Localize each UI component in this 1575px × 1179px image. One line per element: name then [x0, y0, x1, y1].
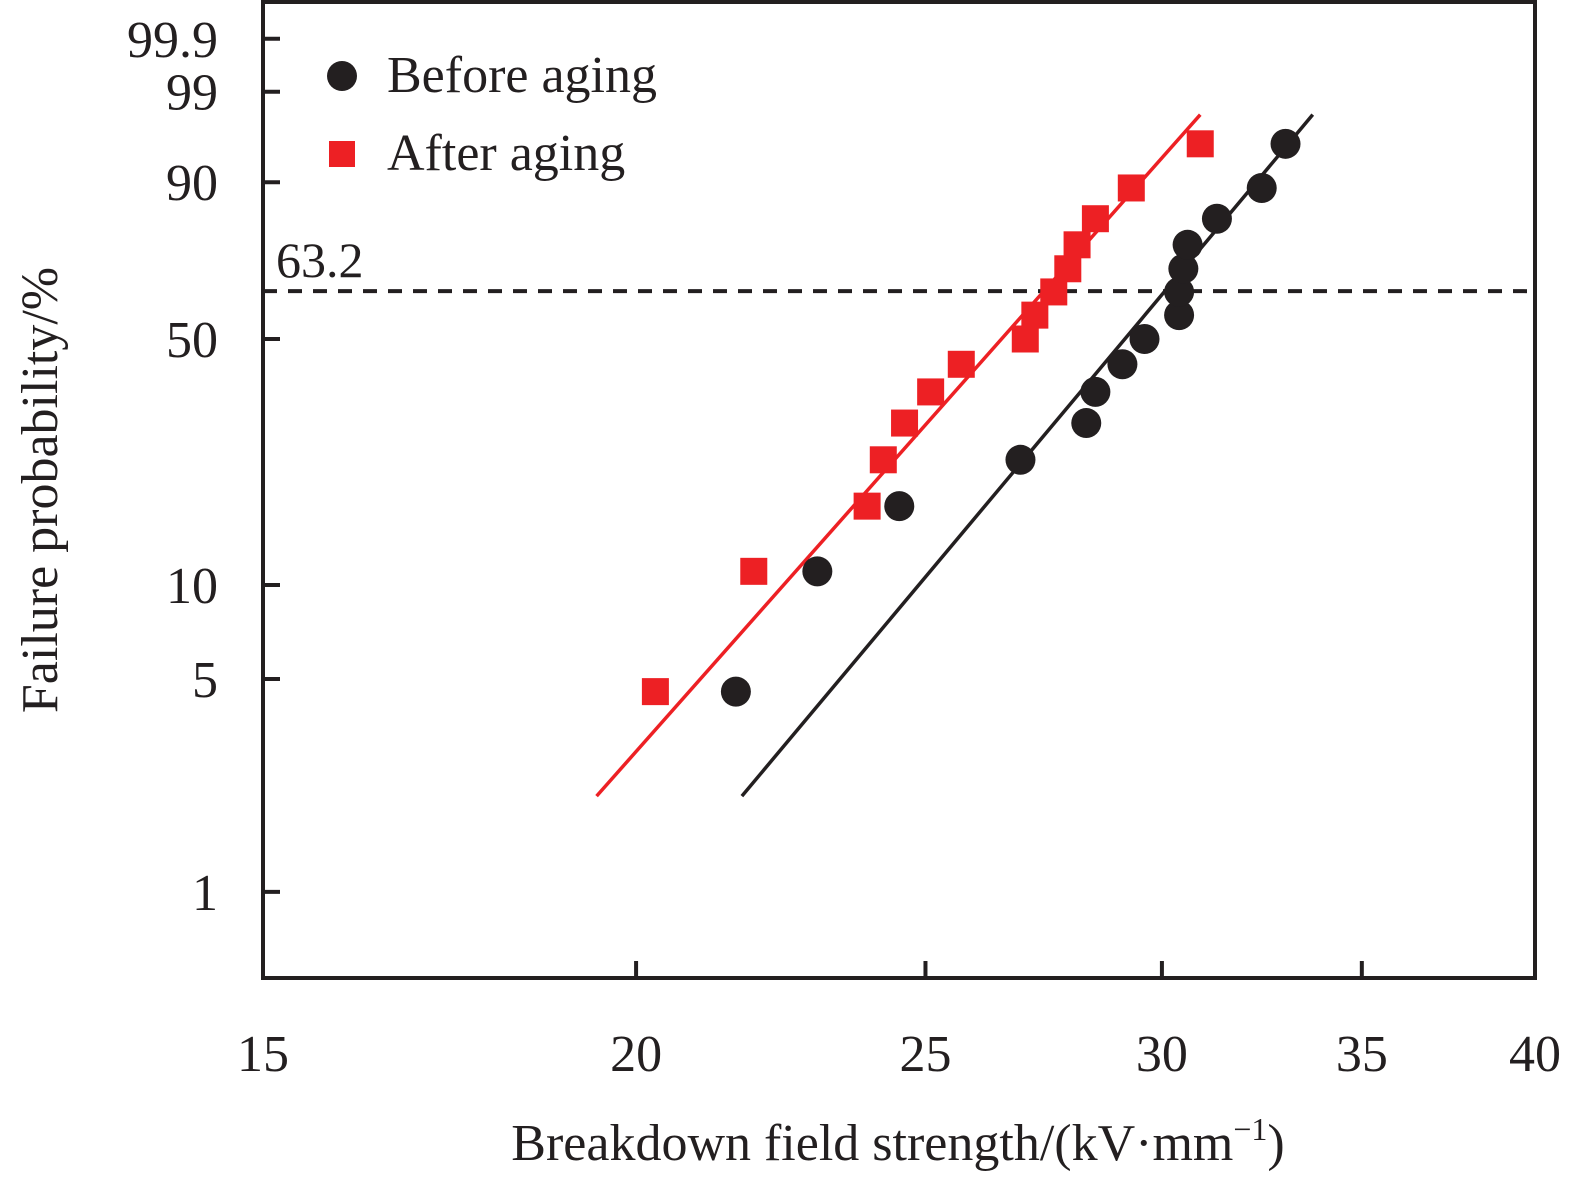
reference-line-label: 63.2	[276, 232, 364, 288]
x-tick-label: 20	[610, 1026, 662, 1083]
point-after-aging	[947, 350, 975, 378]
x-axis-ticks: 15 20 25 30 35 40	[237, 961, 1561, 1083]
x-tick-label: 15	[237, 1026, 289, 1083]
y-tick-label: 10	[166, 558, 218, 615]
y-tick-label: 50	[166, 312, 218, 369]
point-before-aging	[1246, 172, 1277, 203]
x-tick-label: 25	[899, 1026, 951, 1083]
y-tick-label: 5	[192, 652, 218, 709]
point-before-aging	[1168, 253, 1199, 284]
plot-border	[261, 0, 1537, 980]
point-after-aging	[1040, 278, 1068, 306]
x-tick-label: 35	[1336, 1026, 1388, 1083]
point-before-aging	[884, 491, 915, 522]
point-after-aging	[1186, 130, 1214, 158]
legend-label-after-aging: After aging	[387, 125, 625, 182]
point-after-aging	[641, 678, 669, 706]
x-tick-label: 40	[1509, 1026, 1561, 1083]
x-axis-title-main: Breakdown field strength/(kV·mm	[511, 1115, 1233, 1172]
point-after-aging	[1081, 205, 1109, 233]
y-tick-label: 90	[166, 155, 218, 212]
point-before-aging	[1201, 203, 1232, 234]
point-after-aging	[1117, 174, 1145, 202]
point-before-aging	[1270, 128, 1301, 159]
point-before-aging	[1005, 444, 1036, 475]
point-before-aging	[1164, 300, 1195, 331]
point-before-aging	[720, 676, 751, 707]
legend-marker-before-aging	[327, 61, 357, 91]
point-after-aging	[1054, 255, 1082, 283]
point-after-aging	[1011, 325, 1039, 353]
fit-line-after-aging	[595, 113, 1202, 798]
y-tick-label: 99	[166, 65, 218, 122]
legend-marker-after-aging	[329, 141, 355, 167]
y-axis-title: Failure probability/%	[12, 267, 69, 713]
x-axis-title: Breakdown field strength/(kV·mm−1)	[511, 1111, 1284, 1172]
point-before-aging	[1080, 376, 1111, 407]
y-tick-label: 1	[192, 865, 218, 922]
point-before-aging	[802, 556, 833, 587]
point-before-aging	[1129, 324, 1160, 354]
point-after-aging	[740, 557, 768, 585]
point-before-aging	[1107, 349, 1138, 380]
point-after-aging	[1063, 231, 1091, 259]
point-before-aging	[1164, 276, 1195, 307]
point-before-aging	[1071, 408, 1102, 439]
point-after-aging	[917, 378, 945, 406]
reference-line-group: 63.2	[263, 232, 1535, 294]
point-before-aging	[1172, 229, 1203, 260]
point-after-aging	[853, 492, 881, 520]
point-after-aging	[869, 446, 897, 474]
legend-label-before-aging: Before aging	[387, 47, 657, 104]
point-after-aging	[891, 409, 919, 437]
legend: Before aging After aging	[327, 47, 657, 182]
data-points	[641, 128, 1301, 707]
y-tick-label: 99.9	[127, 12, 218, 69]
x-tick-label: 30	[1136, 1026, 1188, 1083]
x-axis-title-superscript: −1	[1233, 1111, 1267, 1147]
x-axis-title-suffix: )	[1267, 1115, 1284, 1172]
plot-frame	[261, 0, 1537, 980]
point-after-aging	[1021, 301, 1049, 329]
